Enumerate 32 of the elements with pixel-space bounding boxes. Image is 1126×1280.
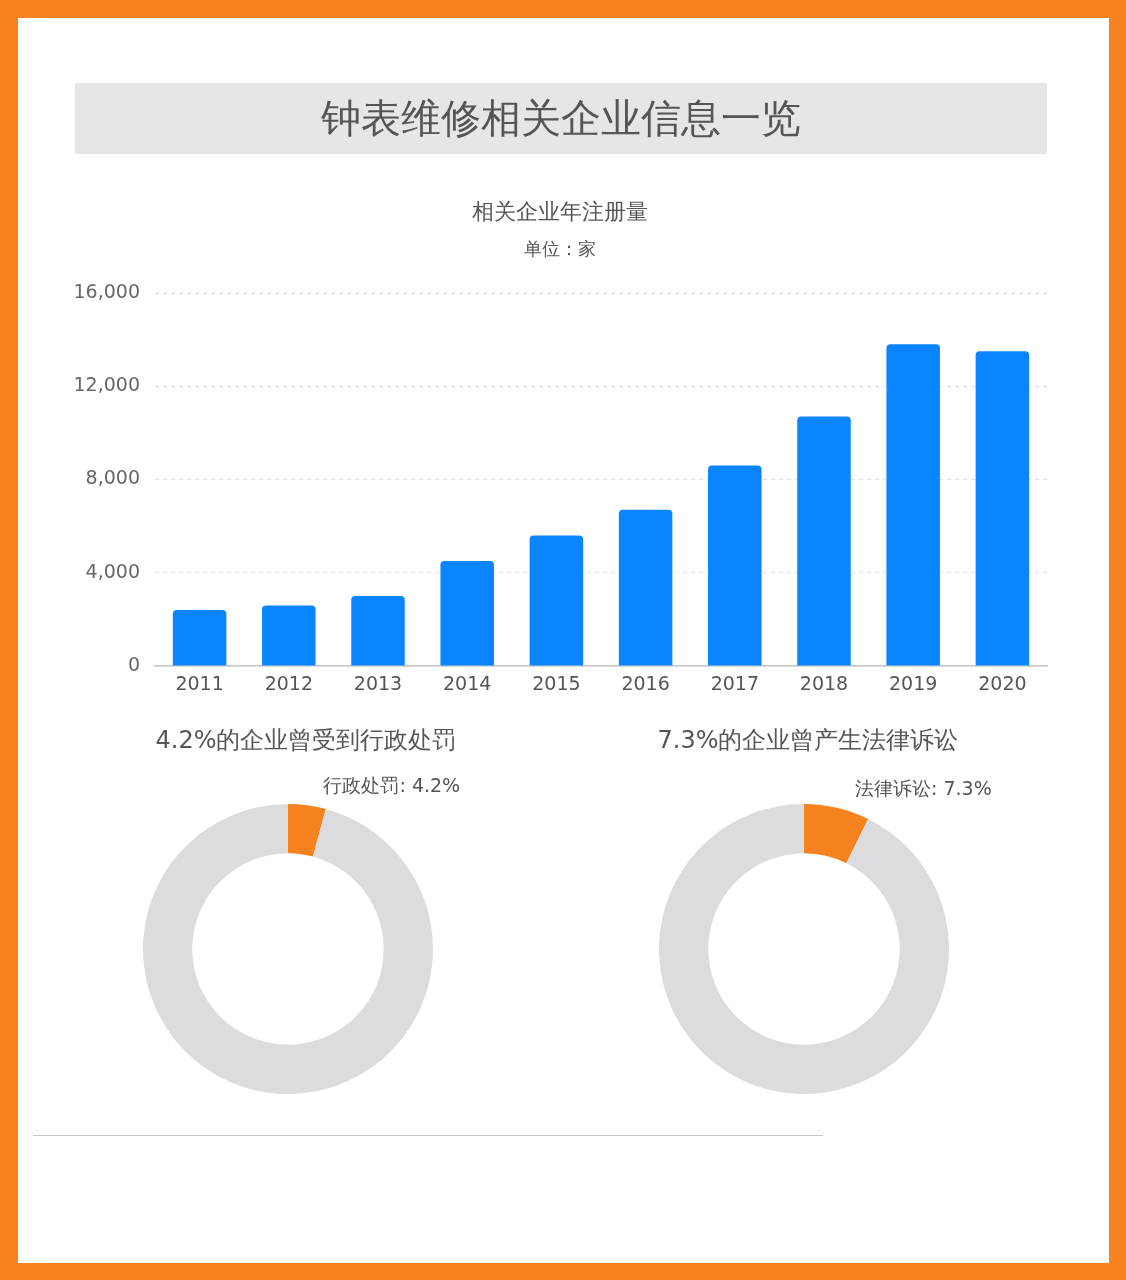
y-tick-label: 12,000	[73, 373, 140, 396]
chart-title: 4.2%的企业曾受到行政处罚	[154, 725, 458, 756]
text: 钟表维修相关企业信息一览	[321, 94, 801, 143]
x-tick-label: 2013	[353, 672, 403, 695]
x-tick-label: 2014	[443, 672, 492, 695]
x-tick-label: 2018	[799, 672, 849, 695]
y-tick-label: 0	[127, 652, 140, 675]
chart-title: 相关企业年注册量	[471, 198, 649, 226]
y-tick-label: 16,000	[73, 279, 140, 302]
y-tick-label: 8,000	[85, 466, 140, 489]
x-tick-label: 2016	[621, 672, 670, 695]
chart-title: 7.3%的企业曾产生法律诉讼	[656, 725, 960, 756]
bar	[172, 610, 227, 666]
bar	[886, 344, 940, 666]
bar	[529, 535, 584, 666]
x-tick-label: 2015	[532, 672, 581, 695]
y-tick-label: 4,000	[85, 559, 140, 582]
bar	[351, 596, 405, 666]
bar	[262, 605, 316, 666]
bar	[708, 465, 762, 666]
data-label: 法律诉讼: 7.3%	[855, 777, 992, 800]
bar	[618, 509, 673, 666]
bar	[440, 561, 494, 666]
chart-subtitle: 单位：家	[523, 237, 597, 261]
x-tick-label: 2012	[264, 672, 313, 695]
data-label: 行政处罚: 4.2%	[323, 774, 461, 797]
x-tick-label: 2019	[889, 672, 938, 695]
x-tick-label: 2011	[175, 672, 224, 695]
x-tick-label: 2020	[978, 672, 1027, 695]
x-tick-label: 2017	[710, 672, 759, 695]
bar	[975, 351, 1030, 666]
bar	[797, 416, 851, 666]
